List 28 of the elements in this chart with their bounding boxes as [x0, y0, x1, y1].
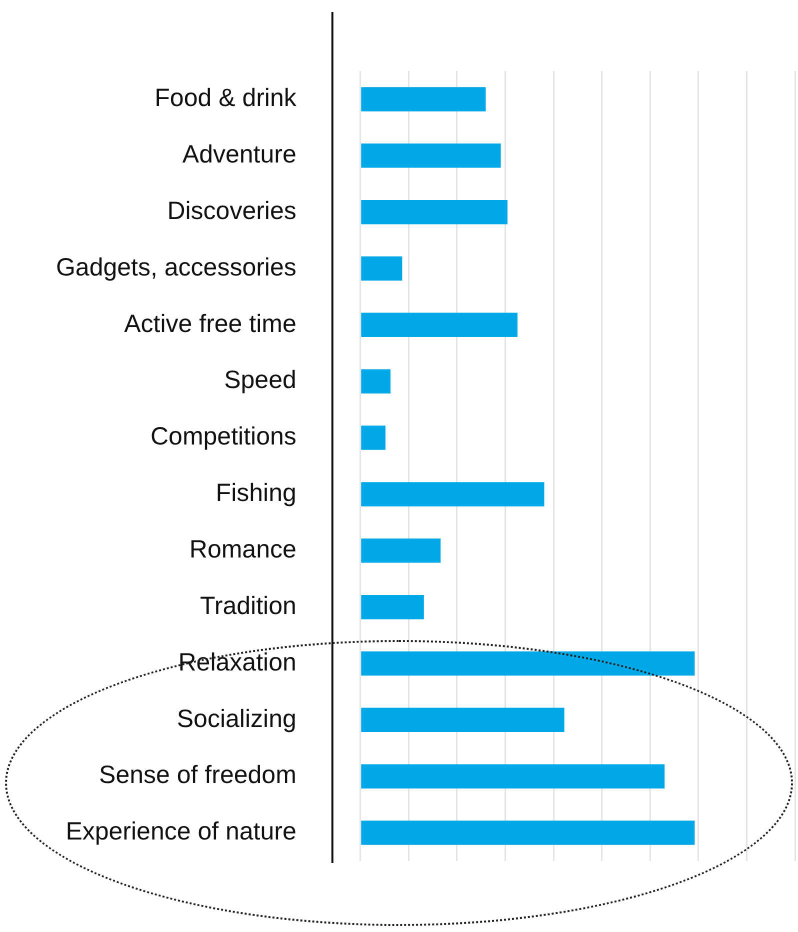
bar — [361, 594, 424, 620]
y-tick-label: Adventure — [182, 140, 296, 169]
y-tick-label: Gadgets, accessories — [56, 253, 296, 282]
bar — [361, 256, 402, 281]
bar — [361, 426, 386, 450]
bar — [361, 708, 564, 732]
bar — [361, 144, 501, 168]
y-tick-label: Food & drink — [154, 84, 297, 112]
bar — [361, 87, 486, 112]
y-tick-label: Sense of freedom — [99, 761, 296, 790]
y-tick-label: Active free time — [124, 310, 296, 338]
bar — [361, 820, 695, 845]
bar — [361, 482, 544, 506]
bar — [361, 538, 441, 563]
y-tick-label: Fishing — [216, 479, 296, 508]
y-tick-label: Relaxation — [178, 648, 296, 676]
bar — [361, 369, 390, 394]
y-tick-label: Discoveries — [167, 196, 296, 225]
y-tick-label: Experience of nature — [66, 818, 296, 846]
bar — [361, 764, 665, 788]
y-tick-label: Speed — [224, 366, 296, 394]
y-tick-label: Tradition — [200, 592, 296, 620]
y-tick-label: Socializing — [176, 704, 296, 733]
bar — [361, 651, 695, 676]
y-tick-label: Competitions — [150, 422, 296, 451]
y-tick-label: Romance — [189, 536, 296, 564]
bar — [361, 200, 508, 224]
bar — [361, 312, 518, 338]
